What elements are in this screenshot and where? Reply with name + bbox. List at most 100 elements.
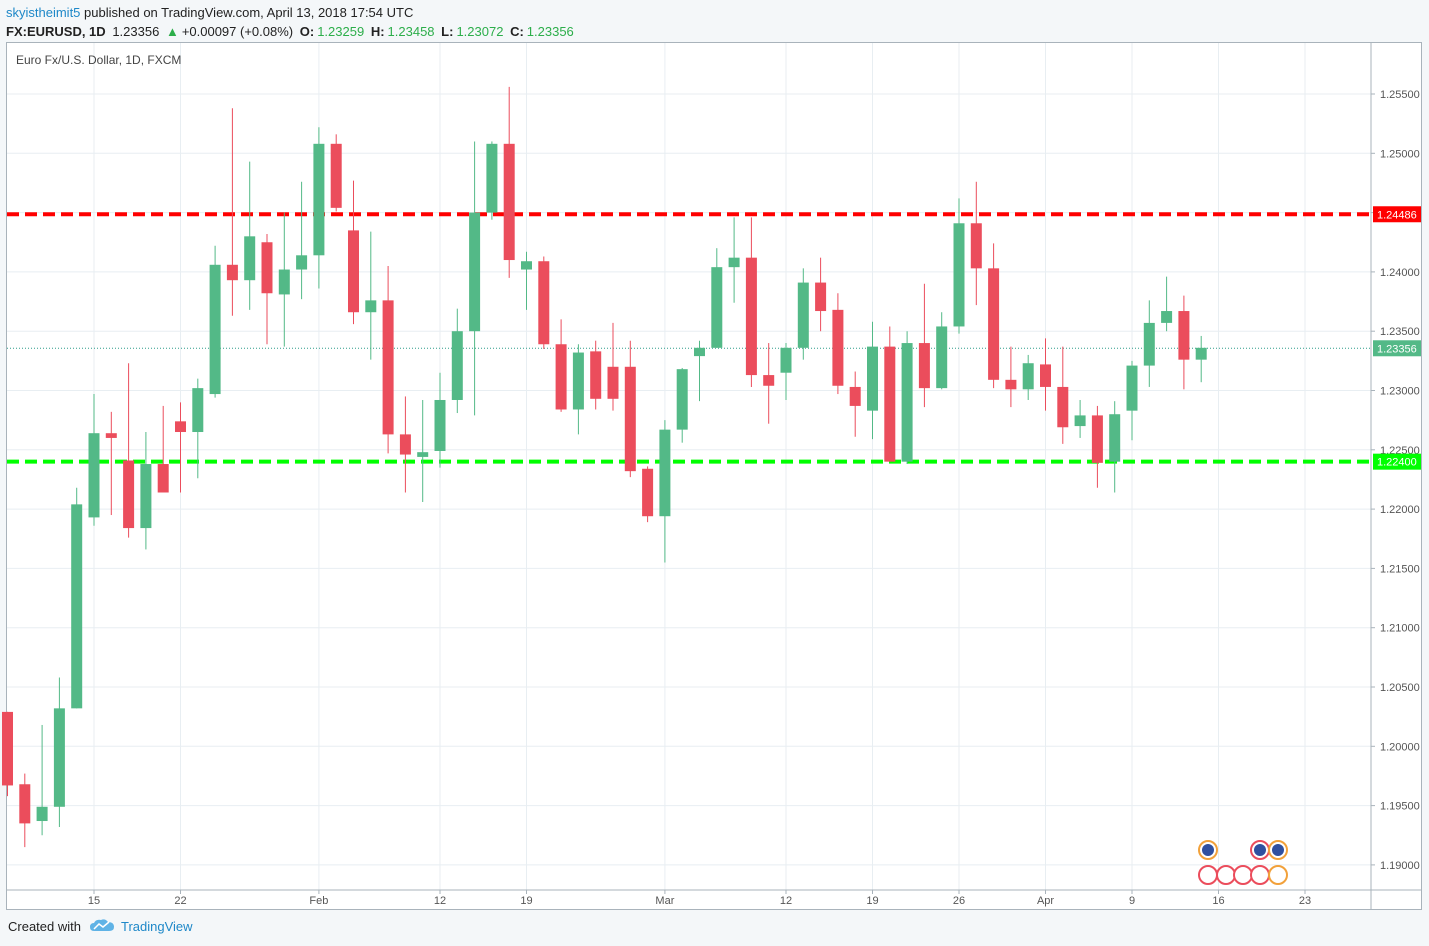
- candle-body: [192, 388, 204, 433]
- candle-body: [538, 261, 550, 345]
- candle-body: [953, 223, 965, 327]
- candle-body: [313, 143, 325, 256]
- us-event-icon: [1233, 865, 1253, 885]
- candle-body: [642, 468, 654, 517]
- author-link[interactable]: skyistheimit5: [6, 5, 81, 20]
- candle-body: [988, 268, 1000, 380]
- support-price-label-bg: [1373, 453, 1421, 470]
- last-price-price-label: 1.23356: [1377, 343, 1417, 355]
- candle-body: [1057, 386, 1069, 428]
- y-tick-label: 1.21500: [1380, 563, 1420, 575]
- candle-body: [901, 343, 913, 462]
- candle-body: [624, 366, 636, 472]
- y-tick-label: 1.24000: [1380, 267, 1420, 279]
- y-tick-label: 1.22000: [1380, 504, 1420, 516]
- candle-body: [1178, 311, 1190, 360]
- tradingview-link[interactable]: TradingView: [120, 918, 193, 934]
- close-value: 1.23356: [526, 24, 574, 39]
- candle-body: [140, 464, 152, 529]
- us-event-icon: [1250, 865, 1270, 885]
- candle-body: [1161, 311, 1173, 323]
- candle-body: [503, 143, 515, 261]
- candle-body: [244, 236, 256, 281]
- symbol-label: FX:EURUSD, 1D: [6, 24, 106, 39]
- candle-body: [797, 282, 809, 348]
- x-tick-label: 22: [174, 895, 186, 907]
- candle-body: [694, 347, 705, 357]
- low-value: 1.23072: [456, 24, 504, 39]
- candle-body: [780, 347, 792, 373]
- candle-body: [123, 460, 135, 529]
- candle-body: [1022, 363, 1034, 390]
- last-price-price-label-bg: [1373, 340, 1421, 357]
- candle-body: [434, 399, 446, 451]
- close-label: C:: [510, 24, 524, 39]
- candle-body: [745, 257, 757, 376]
- x-tick-label: 12: [434, 895, 446, 907]
- candle-body: [849, 386, 861, 406]
- eu-flag-icon: [1254, 844, 1266, 856]
- candle-body: [71, 504, 83, 709]
- candle-body: [157, 464, 169, 493]
- triangle-up-icon: ▲: [165, 24, 179, 39]
- candle-body: [19, 784, 31, 824]
- candle-body: [590, 351, 602, 399]
- x-tick-label: 23: [1299, 895, 1311, 907]
- y-tick-label: 1.25000: [1380, 148, 1420, 160]
- candle-body: [226, 264, 238, 281]
- us-event-icon: [1268, 865, 1288, 885]
- candle-body: [918, 343, 930, 389]
- candle-body: [815, 282, 827, 312]
- created-with-text: Created with: [8, 918, 81, 934]
- tradingview-cloud-icon: [89, 919, 114, 931]
- candle-body: [88, 433, 100, 518]
- candle-body: [1005, 379, 1017, 390]
- candle-body: [209, 264, 221, 395]
- candle-body: [261, 242, 273, 294]
- candle-body: [1109, 414, 1121, 462]
- candle-body: [36, 806, 48, 822]
- publish-line: skyistheimit5 published on TradingView.c…: [6, 4, 577, 22]
- y-tick-label: 1.23500: [1380, 326, 1420, 338]
- eu-flag-icon: [1272, 844, 1284, 856]
- x-tick-label: 9: [1129, 895, 1135, 907]
- x-tick-label: Feb: [309, 895, 328, 907]
- us-event-icon: [1216, 865, 1236, 885]
- chart-panel[interactable]: [6, 42, 1422, 910]
- candle-body: [417, 452, 429, 457]
- y-tick-label: 1.19500: [1380, 801, 1420, 813]
- candle-body: [867, 346, 878, 411]
- footer: Created with TradingView: [8, 918, 193, 934]
- high-value: 1.23458: [387, 24, 435, 39]
- y-tick-label: 1.23000: [1380, 386, 1420, 398]
- x-tick-label: 15: [88, 895, 100, 907]
- candle-body: [2, 711, 13, 786]
- us-event-icon: [1198, 865, 1218, 885]
- chart-header: skyistheimit5 published on TradingView.c…: [6, 4, 577, 41]
- candle-body: [365, 300, 377, 313]
- candle-body: [555, 344, 567, 410]
- candle-body: [711, 267, 723, 348]
- candle-body: [175, 421, 186, 433]
- candle-body: [330, 143, 342, 208]
- candle-body: [1195, 347, 1207, 360]
- candle-body: [676, 369, 688, 430]
- candle-body: [572, 352, 584, 410]
- support-price-label: 1.22400: [1377, 457, 1417, 469]
- candle-body: [1143, 322, 1155, 366]
- open-label: O:: [299, 24, 315, 39]
- y-tick-label: 1.19000: [1380, 860, 1420, 872]
- x-tick-label: 16: [1212, 895, 1224, 907]
- x-tick-label: Mar: [655, 895, 674, 907]
- high-label: H:: [370, 24, 385, 39]
- candle-body: [521, 261, 532, 270]
- candle-body: [728, 257, 740, 268]
- x-tick-label: 19: [866, 895, 878, 907]
- candle-body: [451, 331, 463, 400]
- low-label: L:: [441, 24, 454, 39]
- candle-body: [348, 230, 359, 313]
- x-tick-label: 12: [780, 895, 792, 907]
- y-tick-label: 1.25500: [1380, 89, 1420, 101]
- candle-body: [970, 223, 982, 269]
